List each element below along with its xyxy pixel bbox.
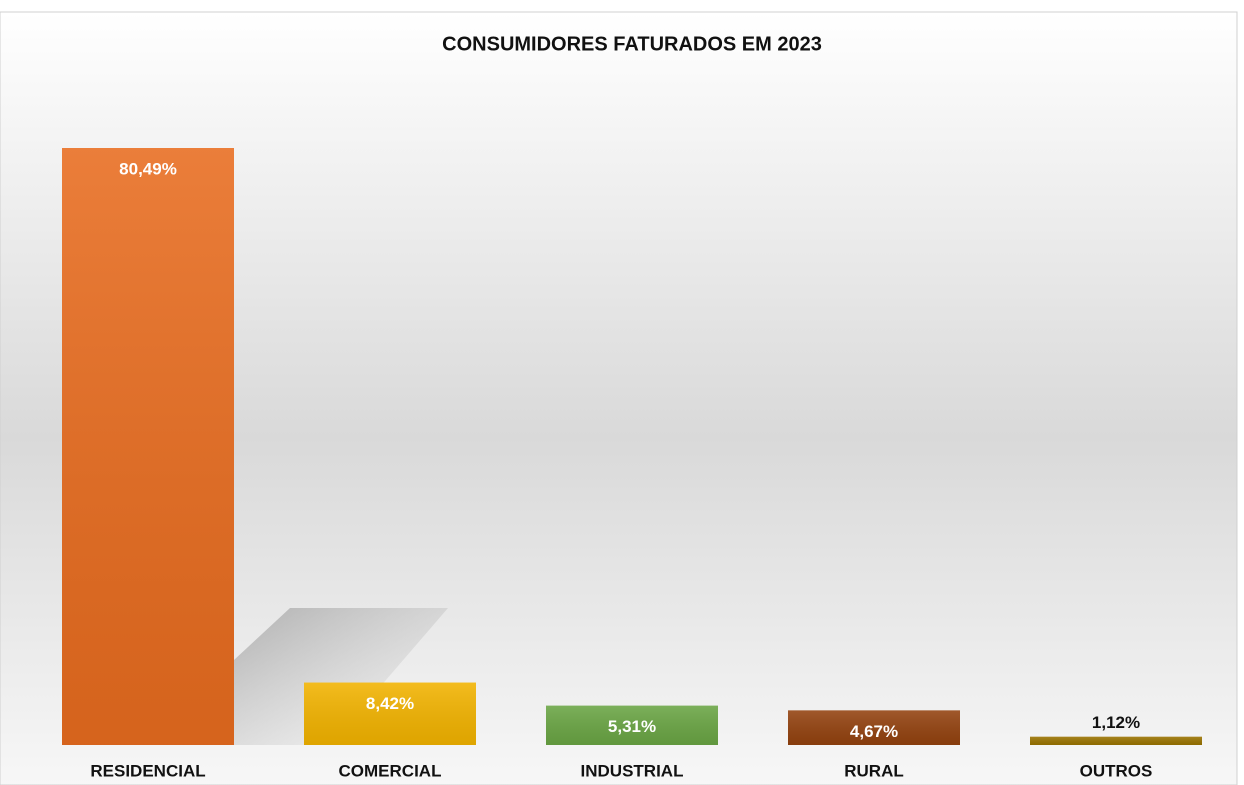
x-tick-label: COMERCIAL: [339, 761, 442, 780]
x-tick-label: OUTROS: [1080, 761, 1153, 780]
chart-title: CONSUMIDORES FATURADOS EM 2023: [442, 33, 822, 55]
x-tick-label: INDUSTRIAL: [581, 761, 684, 780]
bar-shadow: [234, 608, 448, 745]
bar-shade: [62, 148, 234, 745]
x-tick-label: RURAL: [844, 761, 904, 780]
bar-shade: [788, 710, 960, 745]
data-label: 5,31%: [608, 717, 656, 736]
data-label: 8,42%: [366, 694, 414, 713]
data-label: 1,12%: [1092, 713, 1140, 732]
data-label: 80,49%: [119, 159, 177, 178]
bar-shade: [304, 682, 476, 745]
bar-shade: [1030, 736, 1202, 745]
x-tick-label: RESIDENCIAL: [90, 761, 205, 780]
data-label: 4,67%: [850, 722, 898, 741]
bar-shade: [546, 705, 718, 745]
